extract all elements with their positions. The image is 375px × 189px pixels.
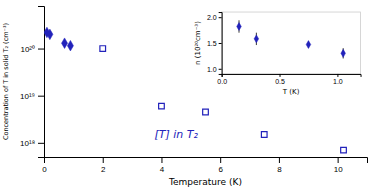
- axis-line: [45, 158, 368, 164]
- series: [237, 20, 346, 58]
- tick-mark: [219, 17, 222, 18]
- point: [306, 41, 311, 49]
- y-axis-label: Concentration of T in solid T₂ (cm⁻³): [2, 23, 10, 140]
- tick: 6: [218, 157, 223, 174]
- chart: 0 2 4 6 8 10 10¹⁸ 10¹⁹ 10²⁰ Temperature (K) Concen…: [0, 0, 375, 189]
- tick-label: 2: [101, 165, 106, 174]
- tick-label: 10²⁰: [20, 45, 35, 54]
- tick-label: 6: [218, 165, 223, 174]
- tick-mark: [161, 157, 162, 163]
- point: [341, 49, 346, 57]
- axis-line: [222, 74, 361, 77]
- point: [261, 132, 267, 138]
- tick: 10: [334, 157, 343, 174]
- point: [100, 46, 106, 52]
- tick-label: 8: [277, 165, 282, 174]
- tick-label: 4: [160, 165, 165, 174]
- tick: 1.5: [207, 40, 222, 47]
- tick-label: 1.5: [207, 40, 217, 47]
- tick: 10¹⁹: [20, 92, 44, 101]
- tick: 4: [160, 157, 165, 174]
- tick-mark: [38, 143, 44, 144]
- point: [203, 109, 209, 115]
- x-axis: 0.0 0.5 1.0: [217, 74, 361, 85]
- tick-label: 10: [334, 165, 343, 174]
- tick-label: 10¹⁸: [20, 139, 35, 148]
- tick: 0.0: [217, 74, 227, 85]
- tick-mark: [280, 74, 281, 77]
- tick-label: 1.0: [207, 66, 217, 73]
- tick-mark: [337, 74, 338, 77]
- tick-label: 10¹⁹: [20, 92, 35, 101]
- tick-mark: [219, 69, 222, 70]
- tick-mark: [103, 157, 104, 163]
- axis-line: [38, 7, 45, 158]
- tick-mark: [38, 49, 44, 50]
- series: [44, 27, 73, 51]
- annotation: [T] in T₂: [154, 128, 198, 141]
- tick-label: 0.5: [275, 78, 285, 85]
- axis-line: [219, 13, 223, 75]
- point: [159, 103, 165, 109]
- x-axis-label: T (K): [282, 88, 300, 96]
- point: [254, 35, 259, 43]
- tick-label: 0.0: [217, 78, 227, 85]
- y-axis-label: n (10²⁰cm⁻³): [194, 21, 202, 65]
- tick-mark: [279, 157, 280, 163]
- point: [341, 147, 347, 153]
- inset-frame: [222, 12, 361, 74]
- tick-mark: [338, 157, 339, 163]
- tick-label: 1.0: [333, 78, 343, 85]
- tick-label: 2.0: [207, 14, 217, 21]
- inset-background: [192, 12, 361, 98]
- tick: 0.5: [275, 74, 285, 85]
- tick: 2: [101, 157, 106, 174]
- point: [47, 29, 53, 40]
- main-plot: 0 2 4 6 8 10 10¹⁸ 10¹⁹ 10²⁰ Temperature (K) Concen…: [2, 7, 368, 188]
- plot-area: [237, 20, 346, 58]
- tick: 0: [42, 157, 47, 174]
- tick: 1.0: [207, 66, 222, 73]
- tick-label: 0: [42, 165, 47, 174]
- tick: 10¹⁸: [20, 139, 44, 148]
- tick: 8: [277, 157, 282, 174]
- tick: 1.0: [333, 74, 343, 85]
- x-axis-label: Temperature (K): [168, 177, 242, 187]
- tick-mark: [220, 157, 221, 163]
- y-axis: 10¹⁸ 10¹⁹ 10²⁰: [20, 7, 45, 158]
- tick: 2.0: [207, 14, 222, 21]
- tick: 10²⁰: [20, 45, 44, 54]
- tick-mark: [219, 43, 222, 44]
- point: [67, 40, 73, 51]
- y-axis: 1.0 1.5 2.0: [207, 13, 222, 75]
- x-axis: 0 2 4 6 8 10: [42, 157, 367, 174]
- point: [237, 23, 242, 31]
- tick-mark: [38, 96, 44, 97]
- point: [62, 38, 68, 49]
- inset: 0.0 0.5 1.0 1.0 1.5 2.0 T (K) n (10²⁰cm⁻³): [192, 12, 361, 98]
